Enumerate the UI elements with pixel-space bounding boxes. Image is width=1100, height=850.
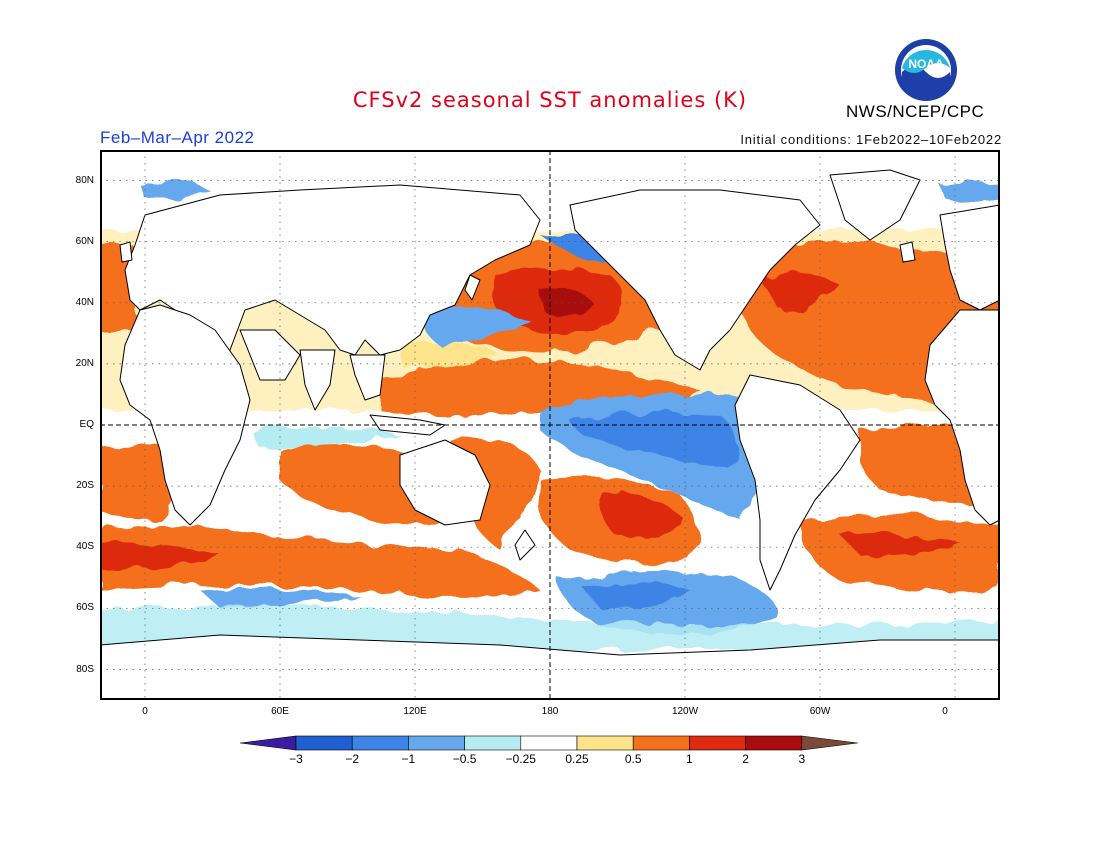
lon-label-120w: 120W xyxy=(671,706,699,717)
colorbar-label: −1 xyxy=(401,752,416,766)
lon-label-180: 180 xyxy=(541,706,559,717)
lon-label-120e: 120E xyxy=(403,706,427,717)
colorbar-label: −2 xyxy=(345,752,360,766)
colorbar-label: 3 xyxy=(798,752,806,766)
lat-label-60s: 60S xyxy=(76,602,94,613)
colorbar-cell xyxy=(745,735,803,751)
lat-label-40s: 40S xyxy=(76,541,94,552)
lat-label-40n: 40N xyxy=(75,297,94,308)
lat-label-20s: 20S xyxy=(76,480,94,491)
colorbar-cell xyxy=(351,735,409,751)
colorbar-label: −3 xyxy=(289,752,303,766)
reference-lines xyxy=(100,150,1000,700)
lat-label-60n: 60N xyxy=(75,236,94,247)
lon-label-60e: 60E xyxy=(271,706,289,717)
colorbar-cell xyxy=(295,735,353,751)
lat-label-80n: 80N xyxy=(75,175,94,186)
colorbar-cell xyxy=(689,735,746,751)
colorbar-label: 2 xyxy=(742,752,749,766)
logo-text: NOAA xyxy=(908,57,944,71)
lat-label-20n: 20N xyxy=(75,358,94,369)
initial-conditions: Initial conditions: 1Feb2022–10Feb2022 xyxy=(740,132,1002,147)
colorbar-cell xyxy=(464,735,522,751)
colorbar-cell xyxy=(408,735,465,751)
chart-title: CFSv2 seasonal SST anomalies (K) xyxy=(352,88,748,112)
forecast-period: Feb–Mar–Apr 2022 xyxy=(100,128,255,147)
noaa-logo: NOAA xyxy=(895,39,957,101)
lon-label-0: 0 xyxy=(142,706,148,717)
lat-label-eq: EQ xyxy=(79,419,94,430)
colorbar-cell xyxy=(520,735,578,751)
organization-label: NWS/NCEP/CPC xyxy=(846,102,985,121)
colorbar xyxy=(240,735,858,751)
colorbar-cell xyxy=(240,735,297,751)
sst-anomaly-map xyxy=(100,150,1000,700)
colorbar-cell xyxy=(576,735,634,751)
lon-label-0-right: 0 xyxy=(942,706,948,717)
colorbar-label: −0.25 xyxy=(505,752,536,766)
lon-label-60w: 60W xyxy=(809,706,831,717)
colorbar-cell xyxy=(632,735,690,751)
colorbar-label: 0.25 xyxy=(565,752,589,766)
colorbar-cell xyxy=(801,735,858,751)
continents xyxy=(100,169,1000,700)
colorbar-label: 0.5 xyxy=(624,752,642,766)
colorbar-label: 1 xyxy=(686,752,693,766)
colorbar-label: −0.5 xyxy=(452,752,477,766)
lat-label-80s: 80S xyxy=(76,664,94,675)
